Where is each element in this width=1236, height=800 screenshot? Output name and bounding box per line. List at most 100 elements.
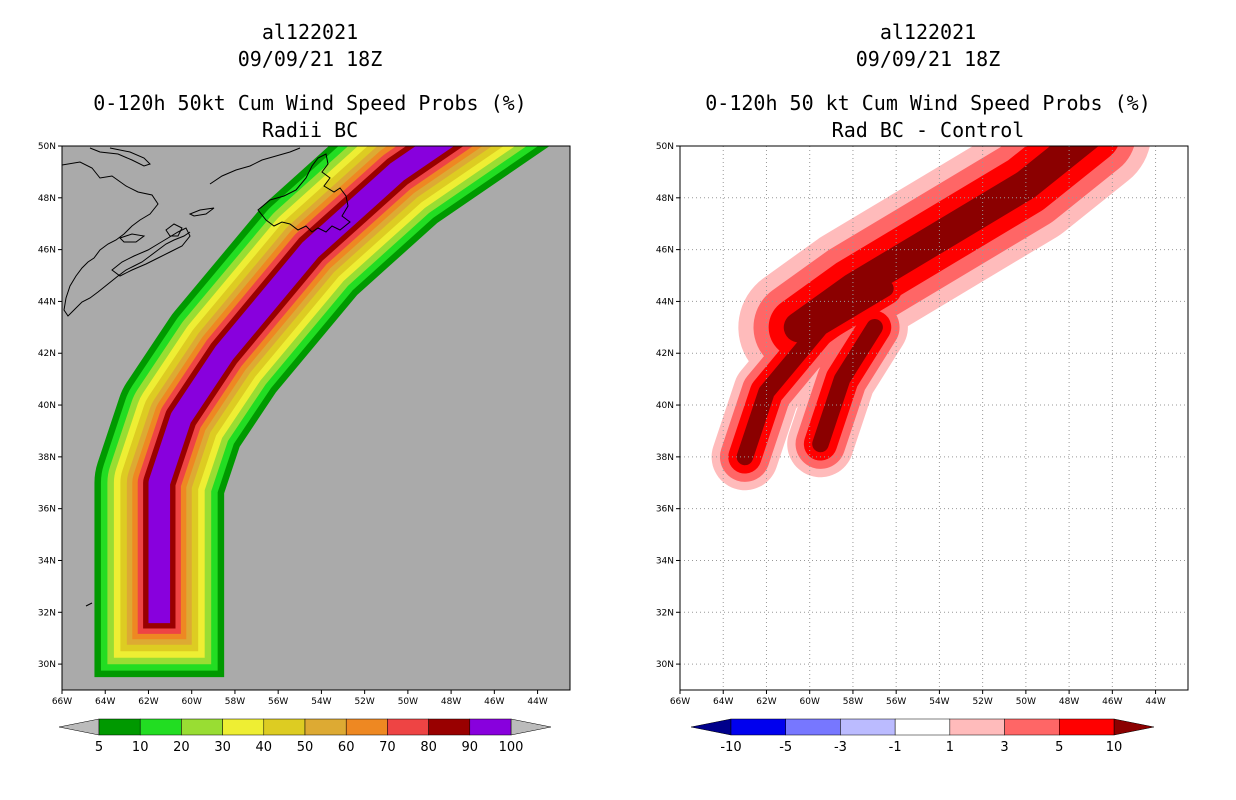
- x-tick-label: 58W: [843, 697, 863, 707]
- colorbar-label: -1: [889, 740, 902, 755]
- x-tick-label: 64W: [713, 697, 733, 707]
- y-tick-label: 32N: [38, 608, 56, 618]
- colorbar-label: 5: [1055, 740, 1063, 755]
- left-datetime: 09/09/21 18Z: [237, 47, 383, 71]
- colorbar-label: 60: [338, 740, 355, 755]
- colorbar-swatch: [894, 718, 951, 736]
- left-probability-bands: [94, 146, 550, 678]
- left-map-panel: 66W 64W 62W 60W 58W 56W 54W 52W 50W 48W 46W 44W 30N 3…: [38, 142, 571, 707]
- y-tick-label: 40N: [38, 401, 56, 411]
- y-tick-label: 38N: [656, 453, 674, 463]
- colorbar-label: 80: [420, 740, 437, 755]
- left-colorbar: 5 10 20 30 40 50 60 70 80 90 100: [58, 718, 552, 755]
- left-axis-ticks: 66W 64W 62W 60W 58W 56W 54W 52W 50W 48W 46W 44W 30N 3…: [38, 142, 548, 707]
- colorbar-swatch: [785, 718, 841, 736]
- colorbar-label: 10: [132, 740, 149, 755]
- colorbar-over-arrow: [1113, 718, 1155, 736]
- x-tick-label: 50W: [398, 697, 418, 707]
- left-coastline-labrador: [209, 147, 301, 185]
- colorbar-label: -3: [834, 740, 847, 755]
- right-chart-subtitle: Rad BC - Control: [831, 118, 1025, 142]
- x-tick-label: 44W: [527, 697, 547, 707]
- colorbar-label: 50: [297, 740, 314, 755]
- x-tick-label: 66W: [52, 697, 72, 707]
- y-tick-label: 42N: [656, 349, 674, 359]
- colorbar-label: 10: [1106, 740, 1123, 755]
- x-tick-label: 46W: [1102, 697, 1122, 707]
- left-coastline-newfoundland: [257, 153, 351, 233]
- colorbar-label: 100: [499, 740, 524, 755]
- right-map-panel: 66W 64W 62W 60W 58W 56W 54W 52W 50W 48W 46W 44W 30N 3…: [656, 142, 1189, 707]
- colorbar-label: -5: [779, 740, 792, 755]
- y-tick-label: 48N: [38, 194, 56, 204]
- y-tick-label: 32N: [656, 608, 674, 618]
- right-colorbar: -10 -5 -3 -1 1 3 5 10: [690, 718, 1155, 755]
- left-chart-title: 0-120h 50kt Cum Wind Speed Probs (%): [93, 91, 527, 115]
- colorbar-swatch: [222, 718, 265, 736]
- left-map-frame: [61, 145, 571, 691]
- colorbar-swatch: [469, 718, 512, 736]
- colorbar-swatch: [428, 718, 471, 736]
- colorbar-label: 5: [95, 740, 103, 755]
- colorbar-swatch: [840, 718, 896, 736]
- x-tick-label: 54W: [929, 697, 949, 707]
- colorbar-swatch: [304, 718, 347, 736]
- y-tick-label: 44N: [656, 297, 674, 307]
- left-coastline-mainland: [62, 161, 191, 317]
- x-tick-label: 50W: [1016, 697, 1036, 707]
- right-map-frame: [679, 145, 1189, 691]
- colorbar-swatch: [139, 718, 182, 736]
- x-tick-label: 54W: [311, 697, 331, 707]
- colorbar-swatch: [1059, 718, 1115, 736]
- colorbar-label: 40: [256, 740, 273, 755]
- right-chart-title: 0-120h 50 kt Cum Wind Speed Probs (%): [705, 91, 1151, 115]
- left-coastline-gulf: [89, 147, 151, 167]
- x-tick-label: 58W: [225, 697, 245, 707]
- y-tick-label: 34N: [38, 556, 56, 566]
- y-tick-label: 46N: [38, 246, 56, 256]
- colorbar-swatch: [181, 718, 223, 736]
- y-tick-label: 42N: [38, 349, 56, 359]
- left-coastline-anticosti: [188, 207, 215, 217]
- right-gridlines: [680, 146, 1188, 690]
- y-tick-label: 48N: [656, 194, 674, 204]
- y-tick-label: 30N: [38, 660, 56, 670]
- x-tick-label: 66W: [670, 697, 690, 707]
- colorbar-label: 3: [1000, 740, 1008, 755]
- colorbar-label: 70: [379, 740, 396, 755]
- x-tick-label: 48W: [441, 697, 461, 707]
- x-tick-label: 62W: [756, 697, 776, 707]
- y-tick-label: 44N: [38, 297, 56, 307]
- y-tick-label: 50N: [656, 142, 674, 152]
- left-coastline-pei: [119, 233, 146, 243]
- prob-band-90: [148, 146, 455, 624]
- x-tick-label: 56W: [268, 697, 288, 707]
- colorbar-label: -10: [720, 740, 741, 755]
- y-tick-label: 40N: [656, 401, 674, 411]
- right-difference-bands: [711, 146, 1150, 491]
- right-storm-id: al122021: [879, 20, 977, 44]
- left-chart-subtitle: Radii BC: [261, 118, 359, 142]
- colorbar-under-arrow: [690, 718, 732, 736]
- y-tick-label: 34N: [656, 556, 674, 566]
- left-storm-id: al122021: [261, 20, 359, 44]
- y-tick-label: 36N: [656, 505, 674, 515]
- left-coastline-nova-scotia: [111, 227, 191, 277]
- y-tick-label: 46N: [656, 246, 674, 256]
- colorbar-swatch: [949, 718, 1005, 736]
- colorbar-swatch: [98, 718, 141, 736]
- y-tick-label: 30N: [656, 660, 674, 670]
- left-coastline-bermuda: [85, 602, 93, 607]
- colorbar-label: 1: [946, 740, 954, 755]
- x-tick-label: 44W: [1145, 697, 1165, 707]
- diff-band-east-finger-10: [812, 319, 883, 453]
- y-tick-label: 38N: [38, 453, 56, 463]
- y-tick-label: 36N: [38, 505, 56, 515]
- colorbar-swatch: [1004, 718, 1060, 736]
- x-tick-label: 48W: [1059, 697, 1079, 707]
- colorbar-swatch: [730, 718, 786, 736]
- diff-band-west-finger-10: [736, 280, 894, 466]
- colorbar-swatch: [263, 718, 306, 736]
- x-tick-label: 56W: [886, 697, 906, 707]
